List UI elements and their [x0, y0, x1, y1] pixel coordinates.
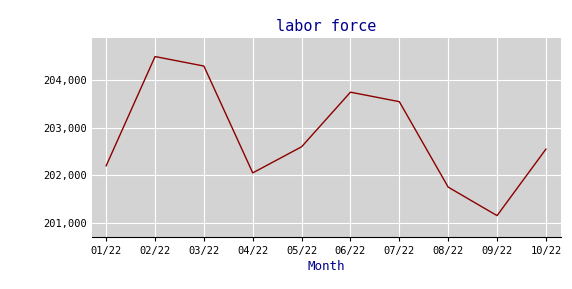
Title: labor force: labor force	[276, 18, 376, 34]
X-axis label: Month: Month	[307, 260, 345, 273]
